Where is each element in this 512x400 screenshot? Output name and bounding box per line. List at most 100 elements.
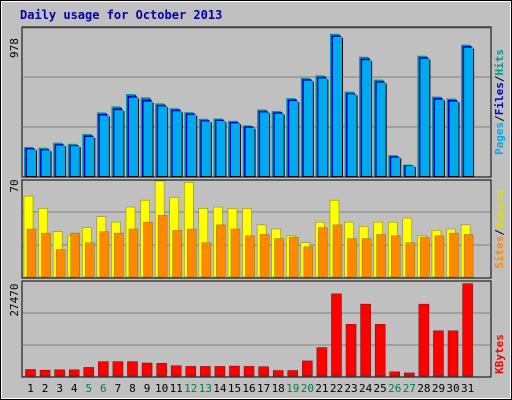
bars [23, 33, 475, 377]
x-tick-label: 29 [432, 382, 445, 395]
legend-hits: Hits [493, 49, 506, 76]
bar-sites [201, 242, 212, 278]
legend-files: Files [493, 82, 506, 115]
legend-sep-3: / [493, 229, 506, 236]
bar-pages [362, 60, 372, 177]
bar-pages [143, 101, 153, 176]
bar-kbytes [25, 369, 36, 377]
bar-sites [187, 228, 197, 278]
x-tick-label: 2 [42, 382, 49, 395]
bar-kbytes [141, 362, 153, 377]
bar-kbytes [112, 361, 124, 377]
x-tick-label: 19 [286, 382, 299, 395]
bar-sites [230, 228, 241, 278]
bar-sites [303, 246, 314, 278]
bar-kbytes [200, 366, 211, 377]
bar-pages [99, 115, 109, 176]
bar-pages [27, 149, 36, 176]
bar-pages [289, 101, 299, 176]
bar-kbytes [374, 324, 386, 377]
hits-ymax-label: 978 [8, 38, 21, 58]
bar-sites [376, 234, 386, 278]
bar-kbytes [185, 366, 197, 377]
bar-kbytes [272, 370, 284, 377]
bar-sites [26, 228, 37, 278]
bar-sites [274, 238, 284, 278]
bar-kbytes [170, 365, 182, 377]
bar-pages [274, 113, 284, 176]
bar-pages [318, 78, 328, 176]
bar-pages [391, 157, 401, 176]
bar-kbytes [127, 361, 138, 377]
bar-pages [245, 127, 255, 176]
bar-kbytes [316, 347, 328, 377]
x-tick-label: 11 [170, 382, 183, 395]
x-tick-label: 26 [388, 382, 401, 395]
x-tick-label: 7 [115, 382, 122, 395]
x-tick-label: 9 [144, 382, 151, 395]
bar-sites [245, 235, 255, 278]
kbytes-panel [21, 280, 492, 378]
bar-sites [99, 231, 110, 278]
bar-kbytes [214, 366, 226, 377]
bar-pages [332, 36, 342, 176]
x-tick-label: 3 [56, 382, 63, 395]
bar-sites [259, 234, 270, 278]
x-tick-label: 21 [315, 382, 328, 395]
bar-kbytes [331, 293, 342, 377]
bar-kbytes [389, 371, 400, 377]
bar-pages [128, 97, 138, 176]
bar-kbytes [83, 367, 95, 377]
bar-pages [260, 112, 270, 176]
bar-kbytes [287, 370, 299, 377]
x-tick-label: 13 [199, 382, 212, 395]
x-axis-labels: 1 2 3 4 5 6 7 8 9 10 11 12 13 14 15 16 17 18 19 20 21 22 23 24 2… [27, 382, 474, 395]
bar-kbytes [404, 372, 415, 377]
bar-sites [361, 238, 372, 278]
x-tick-label: 31 [461, 382, 474, 395]
hits-files-pages-legend: Pages/Files/Hits [493, 49, 506, 155]
x-tick-label: 12 [184, 382, 197, 395]
visits-ymax-label: 70 [8, 179, 21, 192]
bar-pages [41, 150, 51, 176]
x-tick-label: 17 [257, 382, 270, 395]
legend-pages: Pages [493, 122, 506, 155]
bar-pages [187, 114, 197, 176]
bar-kbytes [68, 369, 80, 377]
x-tick-label: 24 [359, 382, 373, 395]
bar-pages [70, 146, 80, 176]
x-tick-label: 4 [71, 382, 78, 395]
x-tick-label: 15 [228, 382, 241, 395]
bar-kbytes [360, 303, 371, 377]
bar-kbytes [243, 366, 255, 377]
bar-kbytes [462, 283, 473, 377]
x-tick-label: 22 [330, 382, 343, 395]
x-tick-label: 14 [213, 382, 227, 395]
bar-pages [434, 99, 444, 176]
bar-kbytes [433, 330, 444, 377]
legend-sep-1: / [493, 115, 506, 122]
visits-sites-legend: Sites/Visits [493, 189, 506, 269]
bar-sites [128, 228, 139, 278]
bar-sites [434, 235, 445, 278]
bar-sites [143, 221, 153, 278]
bar-sites [157, 215, 168, 278]
bar-kbytes [54, 369, 65, 377]
bar-pages [85, 136, 95, 176]
x-tick-label: 30 [446, 382, 459, 395]
x-tick-label: 1 [27, 382, 34, 395]
legend-sites: Sites [493, 236, 506, 269]
bar-kbytes [229, 365, 240, 377]
bar-pages [114, 110, 124, 176]
bar-pages [230, 123, 240, 176]
bar-pages [449, 101, 459, 176]
bar-pages [376, 82, 386, 176]
bar-pages [201, 121, 211, 176]
bar-pages [172, 111, 182, 176]
bar-sites [55, 249, 66, 278]
x-tick-label: 20 [301, 382, 314, 395]
x-tick-label: 27 [403, 382, 416, 395]
x-tick-label: 25 [374, 382, 387, 395]
kbytes-ymax-label: 27470 [8, 283, 21, 316]
